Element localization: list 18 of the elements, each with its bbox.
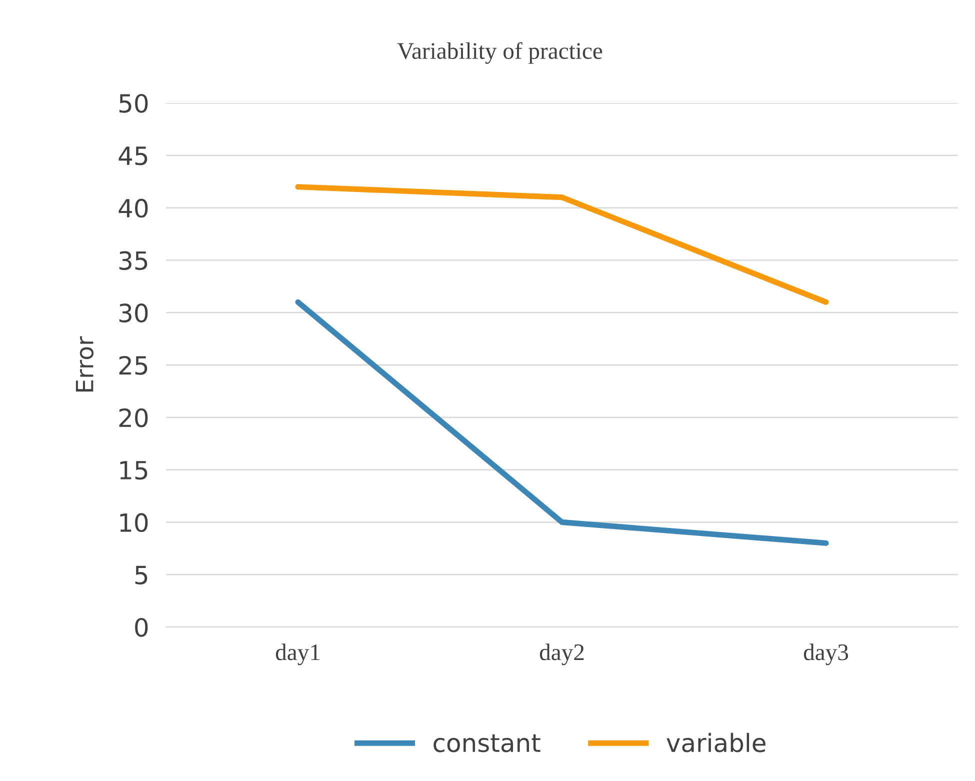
y-tick-label: 10	[120, 513, 148, 532]
y-tick-label: 40	[118, 198, 148, 218]
chart-title: Variability of practice	[397, 42, 602, 64]
x-tick-label: day2	[540, 644, 584, 666]
y-axis-title: Error	[76, 336, 94, 392]
y-tick-label: 20	[119, 408, 148, 428]
y-tick-label: 15	[120, 461, 148, 480]
y-tick-label: 5	[135, 566, 148, 584]
y-tick-label: 50	[119, 94, 148, 113]
y-tick-label: 30	[119, 304, 148, 322]
legend-label: variable	[666, 732, 766, 752]
y-tick-label: 25	[119, 356, 148, 375]
y-tick-label: 45	[118, 146, 148, 166]
y-tick-label: 0	[135, 618, 148, 637]
x-tick-label: day1	[276, 644, 320, 666]
y-tick-label: 35	[119, 251, 148, 270]
x-tick-label: day3	[804, 644, 848, 666]
legend-label: constant	[434, 734, 540, 752]
